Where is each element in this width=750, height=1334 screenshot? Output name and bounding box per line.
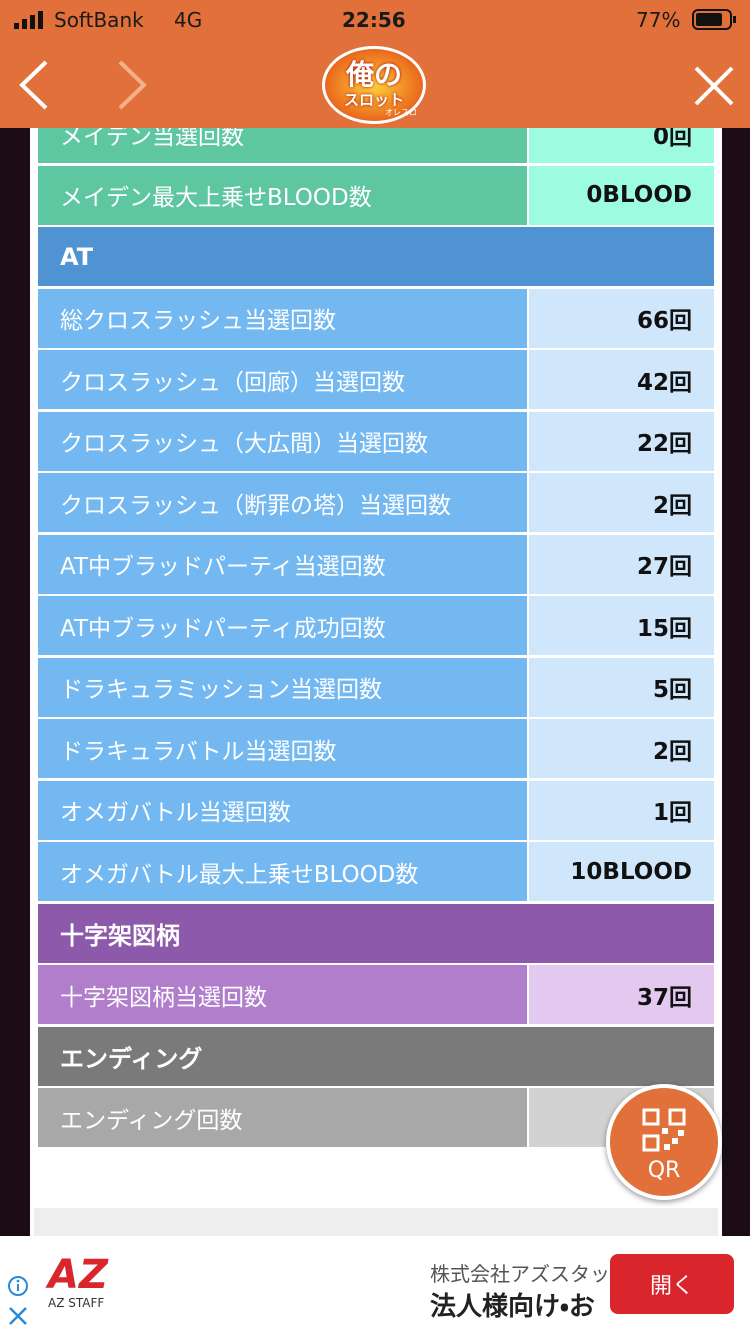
row-value: 0BLOOD xyxy=(529,165,714,225)
clock: 22:56 xyxy=(342,8,406,32)
ad-headline: 法人様向け・お xyxy=(430,1292,595,1322)
row-label: クロスラッシュ（回廊）当選回数 xyxy=(38,350,527,409)
forward-button[interactable] xyxy=(112,58,152,112)
row-value: 10BLOOD xyxy=(529,842,714,901)
logo-sub: スロット xyxy=(343,91,404,109)
row-value: 5回 xyxy=(529,657,714,717)
row-value: 22回 xyxy=(529,411,714,471)
logo-small: オレスロ xyxy=(385,108,417,117)
logo[interactable]: 俺の スロット オレスロ xyxy=(322,46,426,124)
footer-area xyxy=(34,1208,718,1238)
row-label: AT中ブラッドパーティ当選回数 xyxy=(38,534,527,594)
qr-label: QR xyxy=(647,1158,681,1183)
ad-company: 株式会社アズスタッ xyxy=(430,1262,610,1286)
row-label: メイデン最大上乗せBLOOD数 xyxy=(38,165,527,225)
ad-brand: AZ xyxy=(48,1252,108,1298)
row-value: 2回 xyxy=(529,473,714,532)
row-value: 27回 xyxy=(529,534,714,594)
ad-icons[interactable] xyxy=(6,1274,30,1334)
row-label: エンディング回数 xyxy=(38,1088,527,1147)
qr-icon xyxy=(642,1108,686,1152)
row-value: 66回 xyxy=(529,288,714,348)
battery-icon xyxy=(692,9,736,30)
row-label: 十字架図柄当選回数 xyxy=(38,965,527,1024)
status-bar: SoftBank 4G 22:56 77% xyxy=(0,0,750,40)
ad-open-button[interactable]: 開く xyxy=(610,1254,734,1314)
row-value: 42回 xyxy=(529,350,714,409)
section-header: 十字架図柄 xyxy=(38,903,714,963)
row-label: ドラキュラバトル当選回数 xyxy=(38,719,527,778)
row-label: ドラキュラミッション当選回数 xyxy=(38,657,527,717)
row-label: オメガバトル最大上乗せBLOOD数 xyxy=(38,842,527,901)
row-value: 2回 xyxy=(529,719,714,778)
row-label: AT中ブラッドパーティ成功回数 xyxy=(38,596,527,655)
qr-button[interactable]: QR xyxy=(606,1084,722,1200)
section-header: AT xyxy=(38,227,714,286)
ad-brand-sub: AZ STAFF xyxy=(48,1296,105,1310)
section-header: エンディング xyxy=(38,1026,714,1086)
logo-main: 俺の xyxy=(345,58,402,91)
back-button[interactable] xyxy=(14,58,54,112)
network: 4G xyxy=(174,8,203,32)
ad-banner: AZ AZ STAFF 株式会社アズスタッ 法人様向け・お 開く xyxy=(0,1236,750,1334)
row-value: 1回 xyxy=(529,780,714,840)
signal-icon xyxy=(14,11,43,29)
row-label: オメガバトル当選回数 xyxy=(38,780,527,840)
row-label: クロスラッシュ（大広間）当選回数 xyxy=(38,411,527,471)
row-value: 37回 xyxy=(529,965,714,1024)
row-label: クロスラッシュ（断罪の塔）当選回数 xyxy=(38,473,527,532)
row-label: 総クロスラッシュ当選回数 xyxy=(38,288,527,348)
close-button[interactable] xyxy=(692,64,736,108)
battery-percent: 77% xyxy=(636,8,681,32)
row-value: 15回 xyxy=(529,596,714,655)
nav-bar: 俺の スロット オレスロ xyxy=(0,40,750,128)
carrier: SoftBank xyxy=(54,8,144,32)
